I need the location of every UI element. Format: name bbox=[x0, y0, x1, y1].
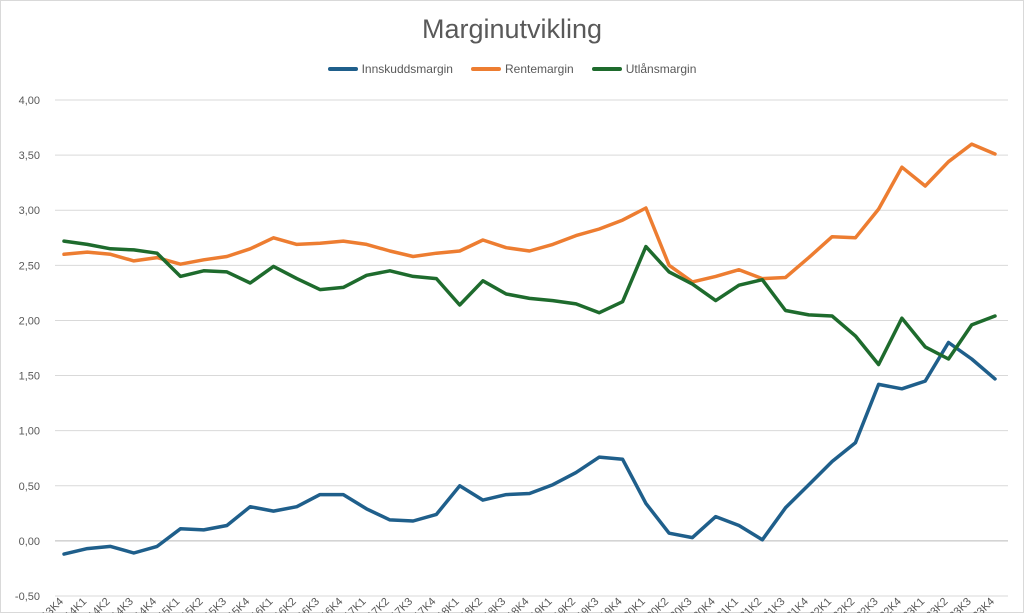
legend-item-rentemargin: Rentemargin bbox=[470, 62, 574, 76]
y-tick-label: 0,50 bbox=[19, 481, 40, 493]
y-tick-label: 1,00 bbox=[19, 426, 40, 438]
y-tick-label: 3,50 bbox=[19, 150, 40, 162]
legend-label-rentemargin: Rentemargin bbox=[504, 62, 574, 76]
y-tick-label: 1,50 bbox=[19, 371, 40, 383]
legend-label-innskuddsmargin: Innskuddsmargin bbox=[361, 62, 453, 76]
legend-swatch-utlansmargin bbox=[591, 67, 622, 71]
y-tick-label: 2,50 bbox=[19, 260, 40, 272]
chart-title: Marginutvikling bbox=[421, 14, 603, 44]
y-tick-label: -0,50 bbox=[15, 591, 40, 603]
legend-swatch-innskuddsmargin bbox=[327, 67, 358, 71]
legend-item-innskuddsmargin: Innskuddsmargin bbox=[327, 62, 453, 76]
legend-item-utlansmargin: Utlånsmargin bbox=[591, 62, 697, 76]
series-line-innskuddsmargin bbox=[62, 340, 997, 556]
y-tick-label: 3,00 bbox=[19, 205, 40, 217]
y-tick-label: 2,00 bbox=[19, 315, 40, 327]
y-tick-label: 4,00 bbox=[19, 95, 40, 107]
series-line-utlansmargin bbox=[62, 239, 997, 367]
legend-label-utlansmargin: Utlånsmargin bbox=[625, 62, 697, 76]
y-tick-label: 0,00 bbox=[19, 536, 40, 548]
legend: Innskuddsmargin Rentemargin Utlånsmargin bbox=[0, 62, 1024, 76]
series-line-rentemargin bbox=[62, 142, 997, 284]
legend-swatch-rentemargin bbox=[470, 67, 501, 71]
